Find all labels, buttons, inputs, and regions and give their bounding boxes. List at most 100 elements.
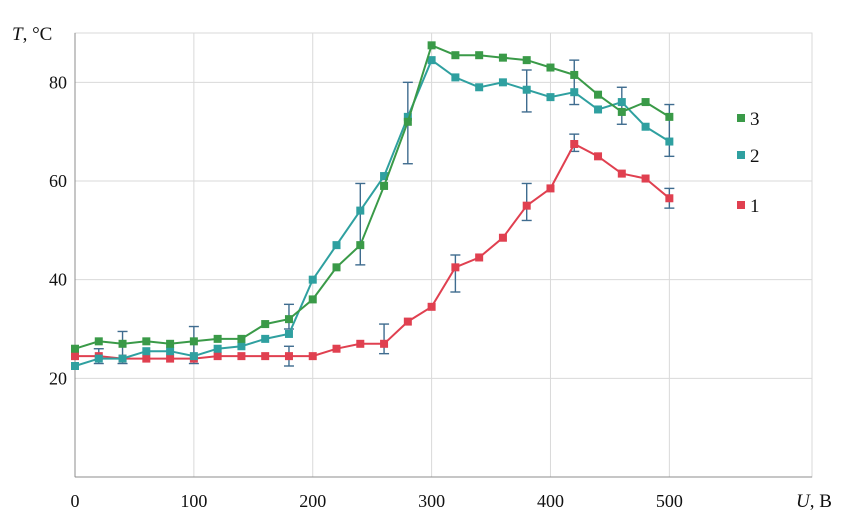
data-point-2 <box>356 206 365 215</box>
data-point-2 <box>118 354 127 363</box>
data-point-2 <box>617 98 626 107</box>
x-tick-label: 400 <box>537 491 564 511</box>
grid <box>74 32 813 478</box>
legend-marker-3 <box>737 114 745 122</box>
data-point-3 <box>665 112 674 121</box>
data-point-1 <box>166 354 175 363</box>
data-point-2 <box>451 73 460 82</box>
series <box>71 41 674 370</box>
data-point-2 <box>308 275 317 284</box>
legend: 3 2 1 <box>737 109 760 217</box>
data-point-3 <box>546 63 555 72</box>
data-point-2 <box>189 352 198 361</box>
axis-labels: T, °C U, В <box>12 24 832 512</box>
legend-marker-1 <box>737 201 745 209</box>
data-point-2 <box>665 137 674 146</box>
data-point-1 <box>237 352 246 361</box>
x-tick-label: 100 <box>180 491 207 511</box>
x-tick-label: 200 <box>299 491 326 511</box>
data-point-1 <box>641 174 650 183</box>
data-point-3 <box>332 263 341 272</box>
data-point-1 <box>522 201 531 210</box>
data-point-1 <box>617 169 626 178</box>
data-point-3 <box>594 90 603 99</box>
data-point-2 <box>94 354 103 363</box>
data-point-3 <box>142 337 151 346</box>
data-point-2 <box>213 344 222 353</box>
data-point-3 <box>451 51 460 60</box>
data-point-1 <box>284 352 293 361</box>
data-point-2 <box>594 105 603 114</box>
data-point-1 <box>451 263 460 272</box>
data-point-3 <box>498 53 507 62</box>
y-axis-label: T, °C <box>12 24 52 45</box>
data-point-2 <box>142 347 151 356</box>
data-point-3 <box>261 320 270 329</box>
data-point-3 <box>356 241 365 250</box>
data-point-1 <box>308 352 317 361</box>
axes: 0 100 200 300 400 500 20 40 60 80 <box>49 33 812 511</box>
data-point-1 <box>570 140 579 148</box>
data-point-1 <box>356 339 365 348</box>
y-tick-label: 40 <box>49 270 67 290</box>
data-point-1 <box>475 253 484 262</box>
y-tick-label: 20 <box>49 368 67 388</box>
series-line-3 <box>74 43 670 350</box>
data-point-3 <box>237 334 246 343</box>
data-point-1 <box>594 152 603 161</box>
data-point-2 <box>237 342 246 351</box>
data-point-2 <box>570 88 579 97</box>
data-point-3 <box>118 339 127 348</box>
data-point-3 <box>94 337 103 346</box>
plot-frame <box>74 32 813 478</box>
series-line-1 <box>75 142 671 360</box>
data-point-3 <box>475 51 484 60</box>
data-point-3 <box>71 344 79 353</box>
data-point-2 <box>380 172 389 181</box>
error-bars <box>93 59 675 367</box>
x-axis-label: U, В <box>796 491 832 512</box>
data-point-2 <box>498 78 507 87</box>
data-point-3 <box>427 41 436 50</box>
data-point-2 <box>403 112 412 121</box>
data-point-3 <box>189 337 198 346</box>
y-tick-label: 80 <box>49 72 67 92</box>
data-point-1 <box>403 317 412 326</box>
legend-label-2: 2 <box>750 146 760 167</box>
data-point-1 <box>380 339 389 348</box>
data-point-1 <box>332 344 341 353</box>
data-point-2 <box>522 85 531 94</box>
data-point-1 <box>261 352 270 361</box>
legend-marker-2 <box>737 151 745 159</box>
data-point-2 <box>427 56 436 65</box>
x-tick-label: 0 <box>71 491 80 511</box>
data-point-3 <box>380 181 389 190</box>
data-point-2 <box>641 122 650 131</box>
data-point-3 <box>166 339 175 348</box>
data-point-3 <box>284 315 293 324</box>
x-tick-label: 300 <box>418 491 445 511</box>
data-point-3 <box>617 107 626 116</box>
data-point-1 <box>142 354 151 363</box>
data-point-2 <box>284 329 293 338</box>
x-tick-label: 500 <box>656 491 683 511</box>
data-point-3 <box>570 70 579 79</box>
data-point-3 <box>403 117 412 126</box>
data-point-3 <box>308 295 317 304</box>
data-point-2 <box>546 93 555 102</box>
y-tick-label: 60 <box>49 171 67 191</box>
legend-label-1: 1 <box>750 196 760 217</box>
data-point-1 <box>665 194 674 203</box>
data-point-2 <box>166 347 175 356</box>
data-point-1 <box>427 302 436 311</box>
legend-label-3: 3 <box>750 109 760 130</box>
data-point-3 <box>213 334 222 343</box>
data-point-2 <box>332 241 341 250</box>
data-point-1 <box>71 352 79 361</box>
data-point-3 <box>641 98 650 107</box>
data-point-2 <box>475 83 484 92</box>
data-point-1 <box>546 184 555 193</box>
data-point-1 <box>213 352 222 361</box>
data-point-2 <box>261 334 270 343</box>
